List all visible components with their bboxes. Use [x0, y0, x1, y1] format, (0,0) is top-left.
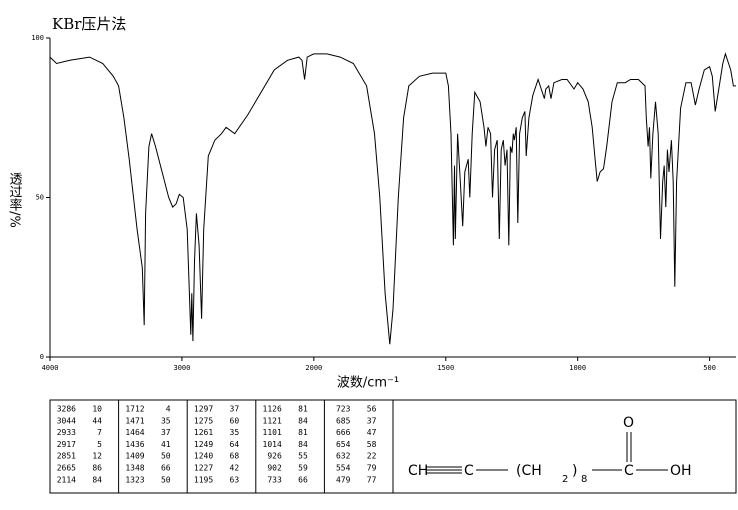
y-tick-label: 50: [36, 194, 44, 202]
peak-transmittance: 7: [97, 428, 102, 437]
peak-wavenumber: 2851: [57, 452, 76, 461]
peak-wavenumber: 1464: [125, 428, 144, 437]
peak-wavenumber: 1121: [263, 416, 282, 425]
peak-transmittance: 81: [298, 405, 308, 414]
peak-transmittance: 50: [161, 475, 171, 484]
peak-wavenumber: 554: [336, 464, 351, 473]
peak-wavenumber: 1126: [263, 405, 282, 414]
atom: C: [464, 463, 474, 479]
peak-wavenumber: 1249: [194, 440, 213, 449]
peak-transmittance: 47: [367, 428, 377, 437]
peak-transmittance: 4: [166, 405, 171, 414]
subscript: 2: [562, 474, 568, 485]
peak-transmittance: 41: [161, 440, 171, 449]
peak-wavenumber: 1297: [194, 405, 213, 414]
peak-transmittance: 84: [298, 440, 308, 449]
atom: C: [624, 463, 634, 479]
peak-transmittance: 68: [230, 452, 240, 461]
structure: [426, 432, 668, 474]
peak-transmittance: 42: [230, 464, 240, 473]
peak-transmittance: 79: [367, 464, 377, 473]
peak-transmittance: 66: [298, 475, 308, 484]
peak-wavenumber: 479: [336, 475, 351, 484]
peak-transmittance: 35: [230, 428, 240, 437]
x-tick-label: 1500: [437, 364, 454, 372]
peak-transmittance: 12: [92, 452, 102, 461]
peak-transmittance: 35: [161, 416, 171, 425]
peak-transmittance: 37: [367, 416, 377, 425]
peak-wavenumber: 733: [267, 475, 282, 484]
y-tick-label: 100: [31, 34, 44, 42]
peak-wavenumber: 1348: [125, 464, 144, 473]
peak-wavenumber: 2665: [57, 464, 76, 473]
peak-wavenumber: 1436: [125, 440, 144, 449]
peak-transmittance: 59: [298, 464, 308, 473]
peak-wavenumber: 2917: [57, 440, 76, 449]
peak-wavenumber: 1101: [263, 428, 282, 437]
peak-wavenumber: 666: [336, 428, 351, 437]
peak-transmittance: 55: [298, 452, 308, 461]
peak-wavenumber: 1409: [125, 452, 144, 461]
peak-transmittance: 10: [92, 405, 102, 414]
peak-wavenumber: 685: [336, 416, 351, 425]
peak-wavenumber: 1014: [263, 440, 282, 449]
peak-transmittance: 60: [230, 416, 240, 425]
peak-wavenumber: 1240: [194, 452, 213, 461]
peak-wavenumber: 3286: [57, 405, 76, 414]
peak-transmittance: 66: [161, 464, 171, 473]
peak-transmittance: 81: [298, 428, 308, 437]
peak-wavenumber: 632: [336, 452, 351, 461]
atom: OH: [670, 463, 692, 479]
peak-transmittance: 86: [92, 464, 102, 473]
peak-transmittance: 58: [367, 440, 377, 449]
x-tick-label: 4000: [42, 364, 59, 372]
peak-transmittance: 77: [367, 475, 377, 484]
peak-transmittance: 5: [97, 440, 102, 449]
x-axis-label: 波数/cm⁻¹: [337, 376, 399, 391]
y-tick-label: 0: [40, 353, 44, 361]
peak-wavenumber: 654: [336, 440, 351, 449]
peak-transmittance: 63: [230, 475, 240, 484]
chart-title: KBr压片法: [52, 15, 126, 33]
x-tick-label: 1000: [569, 364, 586, 372]
peak-transmittance: 64: [230, 440, 240, 449]
subscript: 8: [581, 474, 587, 485]
peak-transmittance: 84: [298, 416, 308, 425]
peak-wavenumber: 1227: [194, 464, 213, 473]
peak-wavenumber: 1261: [194, 428, 213, 437]
peak-wavenumber: 2114: [57, 475, 76, 484]
x-tick-label: 2000: [305, 364, 322, 372]
peak-transmittance: 37: [230, 405, 240, 414]
peak-wavenumber: 926: [267, 452, 282, 461]
x-tick-label: 3000: [173, 364, 190, 372]
y-axis-label: 透过率/%: [7, 172, 23, 228]
atom: (CH: [516, 463, 542, 479]
peak-wavenumber: 2933: [57, 428, 76, 437]
peak-wavenumber: 3044: [57, 416, 76, 425]
peak-transmittance: 50: [161, 452, 171, 461]
peak-wavenumber: 723: [336, 405, 351, 414]
atom: CH: [408, 463, 428, 479]
x-tick-label: 500: [703, 364, 716, 372]
peak-transmittance: 22: [367, 452, 377, 461]
spectrum-line: [49, 52, 736, 345]
peak-wavenumber: 1323: [125, 475, 144, 484]
peak-wavenumber: 1712: [125, 405, 144, 414]
atom: O: [623, 415, 634, 431]
atom: ): [572, 463, 577, 479]
peak-transmittance: 56: [367, 405, 377, 414]
peak-transmittance: 44: [92, 416, 102, 425]
peak-transmittance: 37: [161, 428, 171, 437]
peak-wavenumber: 902: [267, 464, 282, 473]
peak-wavenumber: 1195: [194, 475, 213, 484]
peak-wavenumber: 1471: [125, 416, 144, 425]
peak-wavenumber: 1275: [194, 416, 213, 425]
peak-transmittance: 84: [92, 475, 102, 484]
